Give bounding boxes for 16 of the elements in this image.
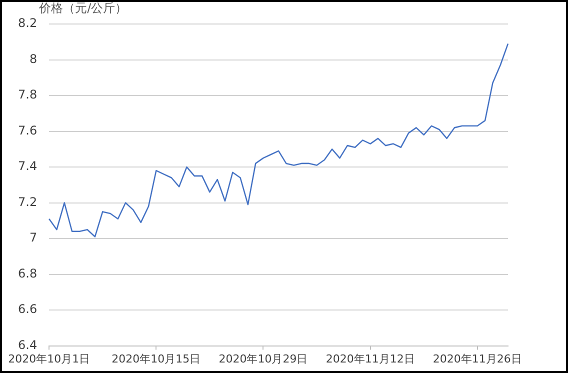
y-tick-label: 7.6	[18, 123, 38, 138]
y-tick-label: 7.2	[18, 194, 38, 209]
x-tick-label: 2020年10月1日	[8, 352, 90, 366]
x-tick-label: 2020年10月29日	[218, 352, 308, 366]
y-tick-label: 8.2	[18, 16, 38, 30]
x-tick-label: 2020年11月12日	[326, 352, 415, 366]
y-tick-label: 7	[29, 230, 38, 245]
y-axis-title: 价格（元/公斤）	[38, 1, 128, 16]
x-tick-label: 2020年11月26日	[432, 352, 522, 366]
y-tick-label: 6.8	[18, 266, 38, 280]
x-tick-label: 2020年10月15日	[112, 352, 201, 366]
y-tick-label: 8	[29, 52, 38, 66]
y-tick-label: 7.8	[18, 88, 38, 102]
y-tick-label: 6.6	[18, 302, 38, 316]
y-tick-label: 7.4	[18, 159, 38, 174]
y-tick-label: 6.4	[18, 338, 38, 352]
